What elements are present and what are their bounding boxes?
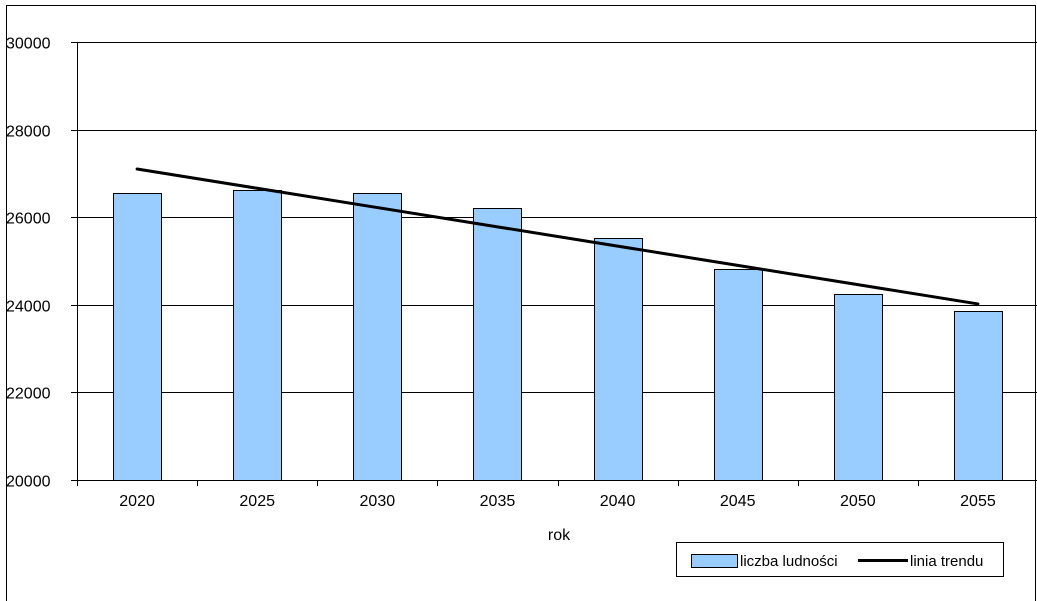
y-tick-label: 24000 xyxy=(6,299,51,316)
bar xyxy=(473,208,522,481)
x-tick-label: 2040 xyxy=(600,493,636,510)
x-tick-label: 2045 xyxy=(720,493,756,510)
bar xyxy=(834,294,883,481)
y-axis: 20000 22000 24000 26000 28000 30000 xyxy=(6,36,78,491)
x-tick-label: 2055 xyxy=(960,493,996,510)
x-tick-label: 2025 xyxy=(239,493,275,510)
legend-label-bar: liczba ludności xyxy=(740,553,838,570)
trend-series xyxy=(135,167,980,306)
bar xyxy=(594,238,643,481)
x-tick-label: 2035 xyxy=(480,493,516,510)
y-tick-label: 28000 xyxy=(6,124,51,141)
y-tick-label: 30000 xyxy=(6,36,51,53)
bar xyxy=(714,269,763,481)
y-tick-label: 26000 xyxy=(6,211,51,228)
legend-swatch-bar xyxy=(691,554,738,568)
bar xyxy=(353,193,402,481)
bar xyxy=(954,311,1003,481)
bar xyxy=(233,190,282,481)
x-tick-label: 2030 xyxy=(360,493,396,510)
bar xyxy=(113,193,162,481)
x-tick-label: 2020 xyxy=(119,493,155,510)
x-axis-title: rok xyxy=(548,527,571,544)
bar-series xyxy=(113,190,1003,481)
y-tick-label: 22000 xyxy=(6,386,51,403)
legend-label-line: linia trendu xyxy=(910,553,983,570)
x-tick-label: 2050 xyxy=(840,493,876,510)
y-tick-label: 20000 xyxy=(6,474,51,491)
legend: liczba ludności linia trendu xyxy=(676,542,1004,577)
trend-line xyxy=(135,167,980,306)
